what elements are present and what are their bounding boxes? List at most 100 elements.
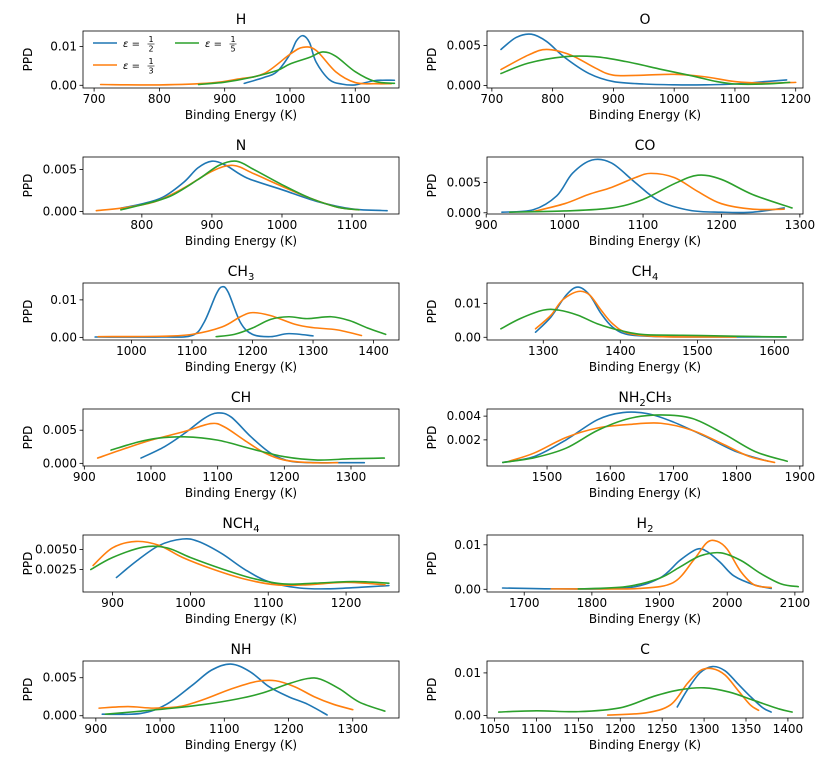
y-tick-label: 0.005	[447, 38, 481, 52]
x-axis-label: Binding Energy (K)	[185, 234, 297, 248]
y-tick-label: 0.000	[447, 79, 481, 93]
subplot-11: 1050 1100 1150 1200 1250 1300 1350 1400 0.00 0.01…	[425, 642, 804, 752]
y-tick-label: 0.00	[454, 330, 481, 344]
x-tick-label: 900	[200, 218, 223, 232]
y-tick-label: 0.005	[43, 671, 77, 685]
subplot-10: 900 1000 1100 1200 1300 0.000 0.005 Binding Ene…	[21, 642, 400, 752]
series-line-eps_1_2	[502, 411, 770, 464]
series-line-eps_1_3	[532, 172, 785, 213]
x-tick-label: 1500	[532, 470, 563, 484]
subplot-0: 700 800 900 1000 1100 0.00 0.01 Binding Energy …	[21, 12, 400, 122]
axes-frame	[486, 282, 804, 341]
x-tick-label: 1300	[785, 218, 816, 232]
axes-frame	[82, 156, 400, 215]
x-tick-label: 700	[480, 92, 503, 106]
x-tick-label: 1900	[644, 596, 675, 610]
series-line-eps_1_5	[215, 315, 387, 338]
subplot-7: 1500 1600 1700 1800 1900 0.002 0.004 Binding En…	[425, 390, 815, 500]
subplot-title: O	[639, 12, 650, 28]
x-axis-label: Binding Energy (K)	[185, 738, 297, 752]
axes-frame	[486, 30, 804, 89]
subplot-title: NH2CH₃	[618, 390, 671, 409]
x-tick-label: 1300	[337, 722, 368, 736]
subplot-title: CH3	[228, 264, 255, 283]
x-axis-label: Binding Energy (K)	[589, 486, 701, 500]
x-tick-label: 800	[148, 92, 171, 106]
x-tick-label: 1100	[337, 218, 368, 232]
legend-label: ε =	[123, 39, 140, 50]
series-line-eps_1_5	[497, 686, 793, 713]
y-tick-label: 0.01	[50, 40, 77, 54]
x-tick-label: 1250	[647, 722, 678, 736]
subplot-5: 1300 1400 1500 1600 0.00 0.01 Binding Energy (…	[425, 264, 804, 374]
y-tick-label: 0.000	[447, 206, 481, 220]
y-tick-label: 0.00	[50, 330, 77, 344]
axes-frame	[82, 282, 400, 341]
x-tick-label: 1100	[340, 92, 371, 106]
y-axis-label: PPD	[21, 174, 35, 198]
x-axis-label: Binding Energy (K)	[589, 612, 701, 626]
series-line-eps_1_3	[92, 540, 386, 587]
series-line-eps_1_3	[98, 679, 354, 711]
y-axis-label: PPD	[425, 678, 439, 702]
x-tick-label: 1500	[682, 344, 713, 358]
x-tick-label: 1100	[720, 92, 751, 106]
x-tick-label: 900	[213, 92, 236, 106]
series-line-eps_1_2	[243, 34, 396, 86]
axes-frame	[486, 534, 804, 593]
subplot-title: CH4	[632, 264, 659, 283]
series-line-eps_1_3	[95, 164, 360, 212]
x-tick-label: 1700	[658, 470, 689, 484]
y-tick-label: 0.005	[43, 163, 77, 177]
x-tick-label: 1600	[595, 470, 626, 484]
axes-frame	[82, 534, 400, 593]
subplot-title: CO	[635, 138, 656, 154]
x-tick-label: 900	[84, 722, 107, 736]
subplot-title: NH	[231, 642, 252, 658]
x-tick-label: 1200	[605, 722, 636, 736]
series-line-eps_1_5	[104, 677, 386, 715]
legend-denominator: 2	[148, 45, 153, 54]
y-axis-label: PPD	[425, 174, 439, 198]
x-tick-label: 1000	[659, 92, 690, 106]
y-tick-label: 0.005	[43, 423, 77, 437]
x-tick-label: 1400	[773, 722, 804, 736]
y-axis-label: PPD	[425, 300, 439, 324]
x-tick-label: 800	[541, 92, 564, 106]
y-axis-label: PPD	[21, 552, 35, 576]
x-tick-label: 1200	[273, 722, 304, 736]
x-tick-label: 1000	[275, 92, 306, 106]
x-axis-label: Binding Energy (K)	[185, 108, 297, 122]
series-line-eps_1_5	[500, 55, 791, 86]
x-tick-label: 1150	[563, 722, 594, 736]
subplot-title: NCH4	[222, 516, 259, 535]
x-tick-label: 1100	[209, 722, 240, 736]
series-line-eps_1_3	[606, 667, 760, 716]
y-tick-label: 0.0025	[35, 563, 77, 577]
x-tick-label: 2000	[712, 596, 743, 610]
x-tick-label: 1000	[549, 218, 580, 232]
y-tick-label: 0.01	[50, 293, 77, 307]
y-axis-label: PPD	[21, 300, 35, 324]
series-line-eps_1_3	[550, 539, 772, 590]
y-tick-label: 0.01	[454, 538, 481, 552]
legend-denominator: 5	[230, 45, 235, 54]
x-axis-label: Binding Energy (K)	[589, 738, 701, 752]
y-axis-label: PPD	[21, 678, 35, 702]
series-line-eps_1_5	[89, 545, 390, 586]
x-tick-label: 2100	[780, 596, 811, 610]
series-line-eps_1_2	[120, 160, 388, 212]
y-tick-label: 0.000	[43, 204, 77, 218]
subplot-3: 900 1000 1100 1200 1300 0.000 0.005 Binding Ene…	[425, 138, 815, 248]
y-tick-label: 0.00	[50, 78, 77, 92]
subplot-6: 900 1000 1100 1200 1300 0.000 0.005 Binding Ene…	[21, 390, 400, 500]
x-tick-label: 1350	[731, 722, 762, 736]
y-tick-label: 0.01	[454, 666, 481, 680]
x-tick-label: 1800	[721, 470, 752, 484]
series-line-eps_1_3	[97, 311, 363, 338]
x-axis-label: Binding Energy (K)	[589, 360, 701, 374]
x-tick-label: 1200	[269, 470, 300, 484]
axes-frame	[82, 660, 400, 719]
x-tick-label: 800	[130, 218, 153, 232]
x-tick-label: 1000	[267, 218, 298, 232]
